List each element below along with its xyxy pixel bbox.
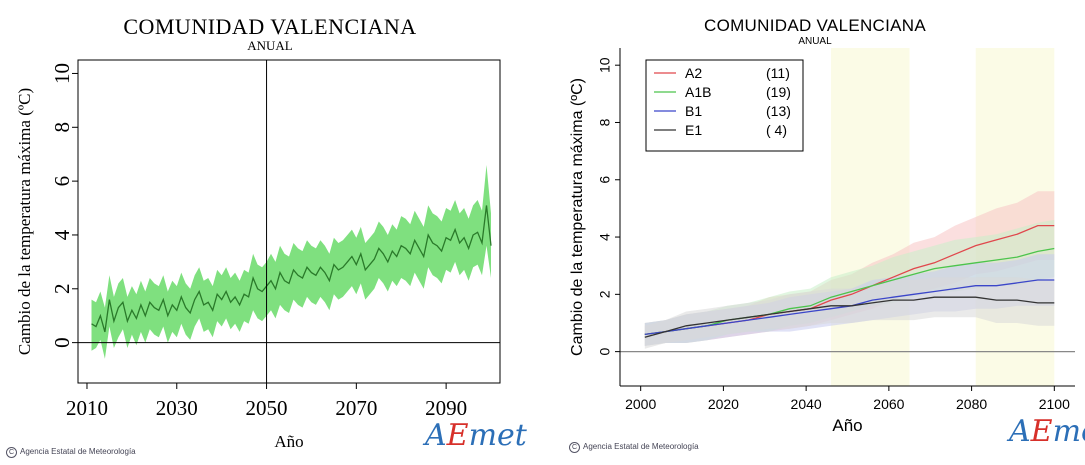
y-tick-label: 4	[50, 229, 74, 240]
legend-label: B1	[685, 103, 702, 119]
x-tick-label: 2040	[791, 396, 822, 412]
y-tick-label: 10	[50, 63, 74, 84]
mean-line	[91, 205, 492, 333]
aemet-logo: AEmet	[425, 418, 527, 453]
x-tick-label: 2010	[66, 396, 108, 420]
series-line-e1	[644, 296, 1055, 338]
credit-footer: C Agencia Estatal de Meteorología	[569, 442, 699, 453]
x-tick-label: 2070	[335, 396, 377, 420]
x-tick-label: 2000	[625, 396, 656, 412]
copyright-icon: C	[6, 447, 17, 458]
copyright-icon: C	[569, 442, 580, 453]
highlight-period	[830, 48, 910, 386]
y-tick-label: 2	[597, 290, 613, 298]
x-tick-label: 2060	[873, 396, 904, 412]
chart-subtitle: ANUAL	[798, 36, 832, 47]
legend-label: A2	[685, 65, 702, 81]
series-band-e1	[644, 277, 1055, 349]
x-tick-label: 2030	[156, 396, 198, 420]
credit-text: Agencia Estatal de Meteorología	[20, 447, 136, 456]
left-chart-panel: COMUNIDAD VALENCIANA ANUAL 2010 2030 2050 2…	[0, 0, 540, 465]
y-tick-label: 8	[50, 122, 74, 132]
legend-label: A1B	[685, 84, 711, 100]
legend-label: E1	[685, 122, 702, 138]
credit-footer: C Agencia Estatal de Meteorología	[6, 447, 136, 458]
y-tick-label: 8	[597, 118, 613, 126]
left-chart-svg: 2010 2030 2050 2070 2090 0 2 4 6 8 10 Año Cambio de …	[15, 59, 501, 451]
x-tick-label: 2050	[246, 396, 288, 420]
x-axis-label: Año	[832, 416, 862, 435]
aemet-logo: AEmet	[1009, 414, 1085, 449]
legend-box	[645, 59, 804, 152]
x-axis-label: Año	[274, 432, 303, 451]
y-tick-label: 4	[597, 233, 613, 241]
y-tick-label: 2	[50, 284, 74, 295]
series-line-a1b	[644, 247, 1055, 336]
legend-count: ( 4)	[766, 122, 787, 138]
chart-title: COMUNIDAD VALENCIANA	[123, 14, 417, 39]
y-tick-label: 0	[50, 337, 74, 348]
chart-subtitle: ANUAL	[247, 38, 293, 53]
x-tick-label: 2090	[425, 396, 467, 420]
uncertainty-band	[91, 165, 491, 359]
x-tick-label: 2020	[708, 396, 739, 412]
legend-count: (19)	[766, 84, 791, 100]
right-chart-panel: COMUNIDAD VALENCIANA ANUAL 2000 2020 2040 2…	[545, 0, 1085, 465]
legend-count: (11)	[766, 65, 790, 81]
chart-title: COMUNIDAD VALENCIANA	[704, 16, 926, 35]
x-tick-label: 2100	[1039, 396, 1070, 412]
y-axis-label: Cambio de la temperatura máxima (ºC)	[15, 88, 34, 355]
legend-count: (13)	[766, 103, 791, 119]
y-axis-label: Cambio de la temperatura máxima (ºC)	[569, 78, 586, 356]
right-chart-svg: 2000 2020 2040 2060 2080 2100 0 2 4 6 8 10 Año Cambio…	[569, 48, 1075, 435]
x-tick-label: 2080	[956, 396, 987, 412]
y-tick-label: 10	[597, 57, 613, 73]
credit-text: Agencia Estatal de Meteorología	[583, 442, 699, 451]
y-tick-label: 6	[50, 176, 74, 187]
y-tick-label: 6	[597, 176, 613, 184]
y-tick-label: 0	[597, 348, 613, 356]
plot-frame	[77, 59, 501, 384]
